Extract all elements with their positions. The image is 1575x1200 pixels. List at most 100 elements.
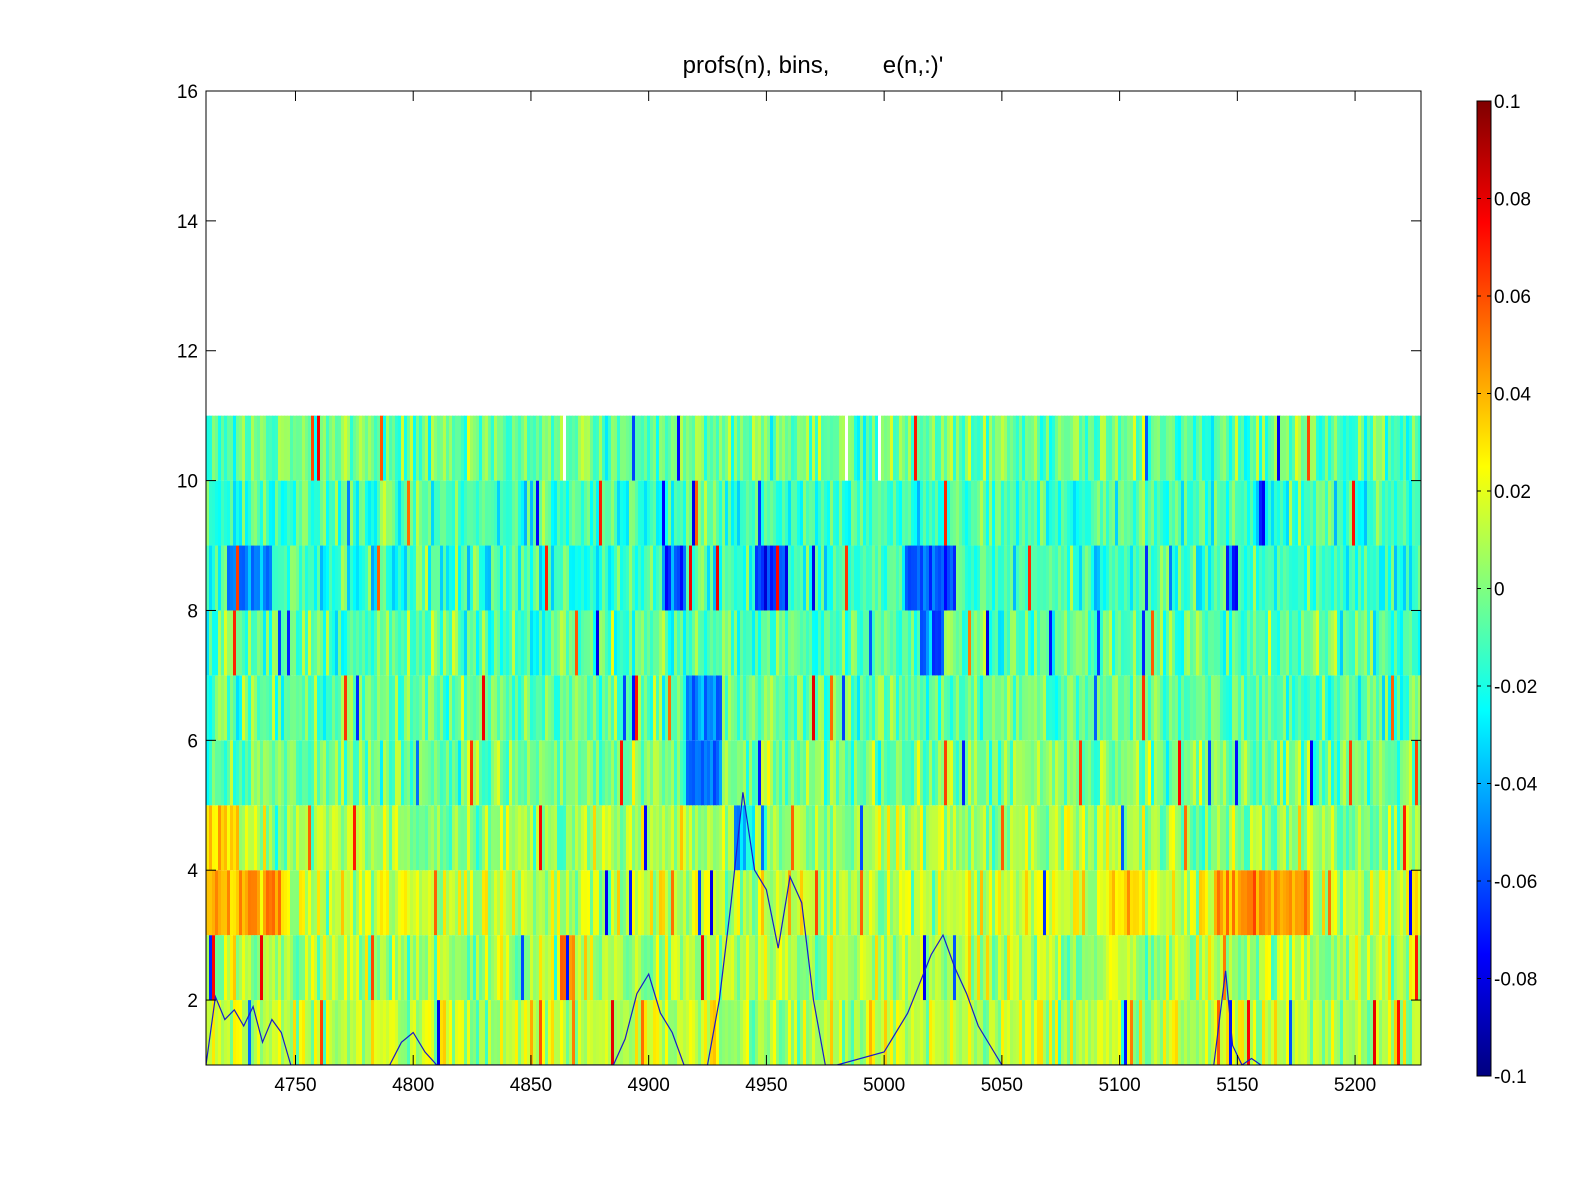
heatmap-cell	[899, 415, 903, 481]
heatmap-cell	[602, 1000, 606, 1065]
heatmap-cell	[815, 415, 819, 481]
heatmap-cell	[623, 805, 627, 871]
colorbar-tick-label: -0.1	[1494, 1067, 1527, 1088]
heatmap-cell	[1079, 870, 1083, 936]
heatmap-cell	[965, 935, 969, 1001]
heatmap-cell	[899, 675, 903, 741]
heatmap-cell	[1328, 935, 1332, 1001]
heatmap-cell	[824, 675, 828, 741]
heatmap-cell	[782, 740, 786, 806]
heatmap-cell	[1253, 870, 1257, 936]
heatmap-cell	[1067, 805, 1071, 871]
heatmap-cell	[422, 675, 426, 741]
heatmap-cell	[554, 610, 558, 676]
heatmap-cell	[215, 1000, 219, 1065]
heatmap-cell	[662, 870, 666, 936]
heatmap-cell	[1316, 480, 1320, 546]
heatmap-cell	[1358, 610, 1362, 676]
heatmap-cell	[926, 870, 930, 936]
heatmap-cell	[1283, 740, 1287, 806]
heatmap-cell	[254, 805, 258, 871]
heatmap-cell	[1001, 415, 1005, 481]
heatmap-cell	[701, 480, 705, 546]
heatmap-cell	[1055, 805, 1059, 871]
heatmap-cell	[551, 1000, 555, 1065]
heatmap-cell	[920, 610, 924, 676]
heatmap-cell	[1316, 545, 1320, 611]
heatmap-cell	[998, 870, 1002, 936]
heatmap-cell	[935, 870, 939, 936]
heatmap-cell	[743, 415, 747, 481]
heatmap-cell	[557, 545, 561, 611]
heatmap-cell	[407, 545, 411, 611]
heatmap-cell	[869, 545, 873, 611]
heatmap-cell	[650, 870, 654, 936]
heatmap-cell	[875, 935, 879, 1001]
heatmap-cell	[530, 740, 534, 806]
heatmap-cell	[602, 935, 606, 1001]
heatmap-cell	[425, 415, 429, 481]
heatmap-cell	[800, 740, 804, 806]
heatmap-cell	[461, 935, 465, 1001]
heatmap-cell	[1271, 740, 1275, 806]
heatmap-cell	[1259, 480, 1263, 546]
heatmap-cell	[953, 610, 957, 676]
heatmap-cell	[1013, 610, 1017, 676]
heatmap-cell	[275, 480, 279, 546]
heatmap-cell	[1001, 675, 1005, 741]
heatmap-cell	[512, 1000, 516, 1065]
heatmap-cell	[1211, 805, 1215, 871]
heatmap-cell	[467, 480, 471, 546]
heatmap-cell	[635, 415, 639, 481]
x-axis: 4750 4800 4850 4900 4950 5000 5050 5100 5150 5200	[274, 91, 1376, 1096]
heatmap-cell	[1235, 675, 1239, 741]
heatmap-cell	[254, 1000, 258, 1065]
heatmap-cell	[488, 480, 492, 546]
heatmap-cell	[905, 805, 909, 871]
heatmap-cell	[1031, 675, 1035, 741]
heatmap-row-8	[206, 545, 1421, 611]
heatmap-cell	[491, 935, 495, 1001]
heatmap-row-1	[206, 1000, 1421, 1065]
heatmap-cell	[308, 675, 312, 741]
heatmap-cell	[767, 740, 771, 806]
heatmap-cell	[1370, 675, 1374, 741]
heatmap-cell	[926, 935, 930, 1001]
heatmap-cell	[383, 610, 387, 676]
heatmap-cell	[737, 805, 741, 871]
heatmap-cell	[482, 935, 486, 1001]
heatmap-cell	[944, 545, 948, 611]
heatmap-cell	[569, 740, 573, 806]
heatmap-cell	[971, 935, 975, 1001]
heatmap-cell	[755, 415, 759, 481]
heatmap-cell	[659, 805, 663, 871]
heatmap-cell	[848, 805, 852, 871]
heatmap-cell	[581, 480, 585, 546]
heatmap-cell	[1064, 740, 1068, 806]
heatmap-cell	[632, 870, 636, 936]
heatmap-cell	[389, 740, 393, 806]
heatmap-cell	[701, 610, 705, 676]
heatmap-cell	[1136, 805, 1140, 871]
heatmap-cell	[863, 1000, 867, 1065]
heatmap-cell	[1277, 480, 1281, 546]
heatmap-cell	[923, 545, 927, 611]
heatmap-cell	[1223, 935, 1227, 1001]
heatmap-cell	[1133, 675, 1137, 741]
heatmap-cell	[434, 480, 438, 546]
heatmap-cell	[1265, 740, 1269, 806]
heatmap-cell	[326, 1000, 330, 1065]
heatmap-cell	[1079, 740, 1083, 806]
heatmap-cell	[290, 610, 294, 676]
heatmap-cell	[1202, 480, 1206, 546]
heatmap-cell	[707, 1000, 711, 1065]
heatmap-cell	[1337, 545, 1341, 611]
heatmap-cell	[1307, 935, 1311, 1001]
heatmap-cell	[1007, 740, 1011, 806]
heatmap-cell	[1325, 805, 1329, 871]
heatmap-cell	[881, 1000, 885, 1065]
heatmap-cell	[581, 415, 585, 481]
heatmap-cell	[1079, 610, 1083, 676]
heatmap-cell	[638, 740, 642, 806]
heatmap-cell	[272, 870, 276, 936]
